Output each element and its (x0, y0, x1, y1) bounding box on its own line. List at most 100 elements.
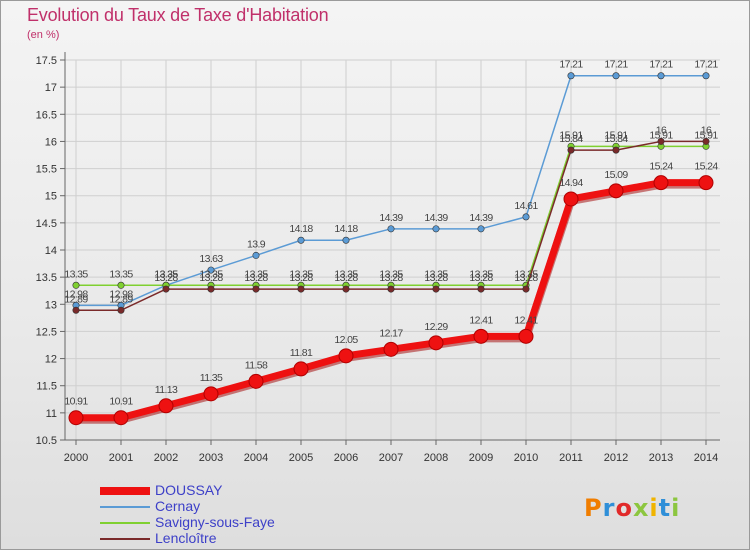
y-tick-label: 17 (45, 82, 57, 94)
series-cernay-data-label: 12.98 (109, 288, 133, 300)
series-doussay-point (518, 328, 534, 344)
y-tick-label: 13.5 (36, 272, 57, 284)
series-doussay-data-label: 12.17 (379, 327, 403, 339)
series-savigny-sous-faye-data-label: 13.35 (424, 268, 448, 280)
series-cernay-data-label: 13.9 (247, 238, 266, 250)
series-lenclo-tre-data-label: 15.84 (559, 133, 583, 145)
series-doussay-data-label: 12.41 (514, 314, 538, 326)
y-tick-label: 10.5 (36, 435, 57, 447)
series-lenclo-tre-point (567, 146, 575, 154)
logo-letter: P (584, 494, 603, 522)
series-cernay-data-label: 17.21 (694, 59, 718, 71)
series-doussay-data-label: 11.35 (200, 372, 223, 384)
series-savigny-sous-faye-data-label: 13.35 (469, 268, 493, 280)
x-tick-label: 2011 (559, 452, 583, 464)
series-cernay-data-label: 13.63 (199, 253, 223, 265)
y-tick-label: 14 (45, 245, 57, 257)
series-savigny-sous-faye-data-label: 13.35 (64, 268, 88, 280)
logo-letter: x (632, 494, 650, 522)
series-doussay-point (203, 386, 219, 402)
series-lenclo-tre-point (702, 137, 710, 145)
legend-label-savigny-sous-faye: Savigny-sous-Faye (155, 514, 275, 530)
logo-letter: r (602, 494, 616, 522)
x-tick-label: 2012 (604, 452, 628, 464)
legend-label-cernay: Cernay (155, 498, 201, 514)
series-lenclo-tre-data-label: 13.28 (424, 272, 448, 284)
series-doussay-data-label: 10.91 (109, 396, 133, 408)
series-doussay-data-label: 15.24 (694, 161, 718, 173)
y-tick-label: 11 (46, 408, 57, 420)
series-cernay-point (477, 225, 485, 233)
series-doussay-point (698, 175, 714, 191)
x-tick-label: 2008 (424, 452, 448, 464)
series-cernay-point (432, 225, 440, 233)
series-cernay-point (522, 213, 530, 221)
series-doussay-data-label: 10.91 (64, 396, 88, 408)
series-savigny-sous-faye-data-label: 13.35 (109, 268, 133, 280)
series-doussay-data-label: 11.58 (245, 359, 268, 371)
series-doussay-data-label: 14.94 (559, 177, 583, 189)
series-lenclo-tre-data-label: 16 (701, 124, 712, 136)
x-tick-label: 2000 (64, 452, 88, 464)
series-lenclo-tre-data-label: 13.28 (199, 272, 223, 284)
series-lenclo-tre-point (432, 285, 440, 293)
x-tick-label: 2007 (379, 452, 403, 464)
series-doussay-point (338, 348, 354, 364)
legend-label-lenclo-tre: Lencloître (155, 530, 217, 546)
series-cernay-data-label: 17.21 (649, 59, 673, 71)
series-savigny-sous-faye-data-label: 13.35 (244, 268, 268, 280)
series-lenclo-tre-data-label: 13.28 (514, 272, 538, 284)
series-savigny-sous-faye-data-label: 13.35 (154, 268, 178, 280)
series-doussay-data-label: 15.24 (649, 161, 673, 173)
series-savigny-sous-faye-data-label: 13.35 (514, 268, 538, 280)
logo-letter: t (658, 494, 672, 522)
series-lenclo-tre-data-label: 16 (656, 124, 667, 136)
series-lenclo-tre-point (657, 137, 665, 145)
series-doussay-data-label: 12.29 (424, 321, 448, 333)
series-cernay-point (567, 72, 575, 80)
series-savigny-sous-faye-data-label: 13.35 (379, 268, 403, 280)
series-lenclo-tre-data-label: 13.28 (289, 272, 313, 284)
series-doussay-point (68, 410, 84, 426)
series-savigny-sous-faye-data-label: 13.35 (334, 268, 358, 280)
x-tick-label: 2014 (694, 452, 718, 464)
series-lenclo-tre-point (297, 285, 305, 293)
series-cernay-point (702, 72, 710, 80)
x-tick-label: 2003 (199, 452, 223, 464)
series-doussay-point (563, 191, 579, 207)
series-cernay-data-label: 17.21 (559, 59, 583, 71)
series-cernay-point (297, 236, 305, 244)
series-lenclo-tre-data-label: 13.28 (334, 272, 358, 284)
y-tick-label: 11.5 (36, 381, 57, 393)
y-tick-label: 13 (45, 299, 57, 311)
series-savigny-sous-faye-data-label: 13.35 (199, 268, 223, 280)
series-lenclo-tre-point (207, 285, 215, 293)
series-cernay-point (657, 72, 665, 80)
series-savigny-sous-faye-data-label: 15.91 (604, 129, 628, 141)
series-lenclo-tre-point (477, 285, 485, 293)
series-lenclo-tre-point (342, 285, 350, 293)
series-lenclo-tre-data-label: 12.89 (109, 293, 133, 305)
series-doussay-point (158, 398, 174, 414)
series-lenclo-tre-point (162, 285, 170, 293)
series-lenclo-tre-data-label: 12.89 (64, 293, 88, 305)
series-cernay-point (342, 236, 350, 244)
y-tick-label: 16.5 (36, 109, 57, 121)
series-savigny-sous-faye-data-label: 15.91 (559, 129, 583, 141)
series-cernay-point (387, 225, 395, 233)
series-doussay-data-label: 15.09 (604, 169, 628, 181)
series-lenclo-tre-data-label: 15.84 (604, 133, 628, 145)
series-lenclo-tre-point (387, 285, 395, 293)
series-cernay-point (207, 266, 215, 274)
x-tick-label: 2004 (244, 452, 268, 464)
series-doussay-point (113, 410, 129, 426)
series-doussay-point (428, 335, 444, 351)
logo-letter: i (671, 494, 681, 522)
y-tick-label: 15.5 (36, 164, 57, 176)
series-savigny-sous-faye-data-label: 15.91 (649, 129, 673, 141)
series-doussay-data-label: 12.05 (334, 334, 358, 346)
series-cernay-data-label: 17.21 (604, 59, 628, 71)
series-savigny-sous-faye-data-label: 15.91 (694, 129, 718, 141)
y-tick-label: 12 (45, 354, 57, 366)
